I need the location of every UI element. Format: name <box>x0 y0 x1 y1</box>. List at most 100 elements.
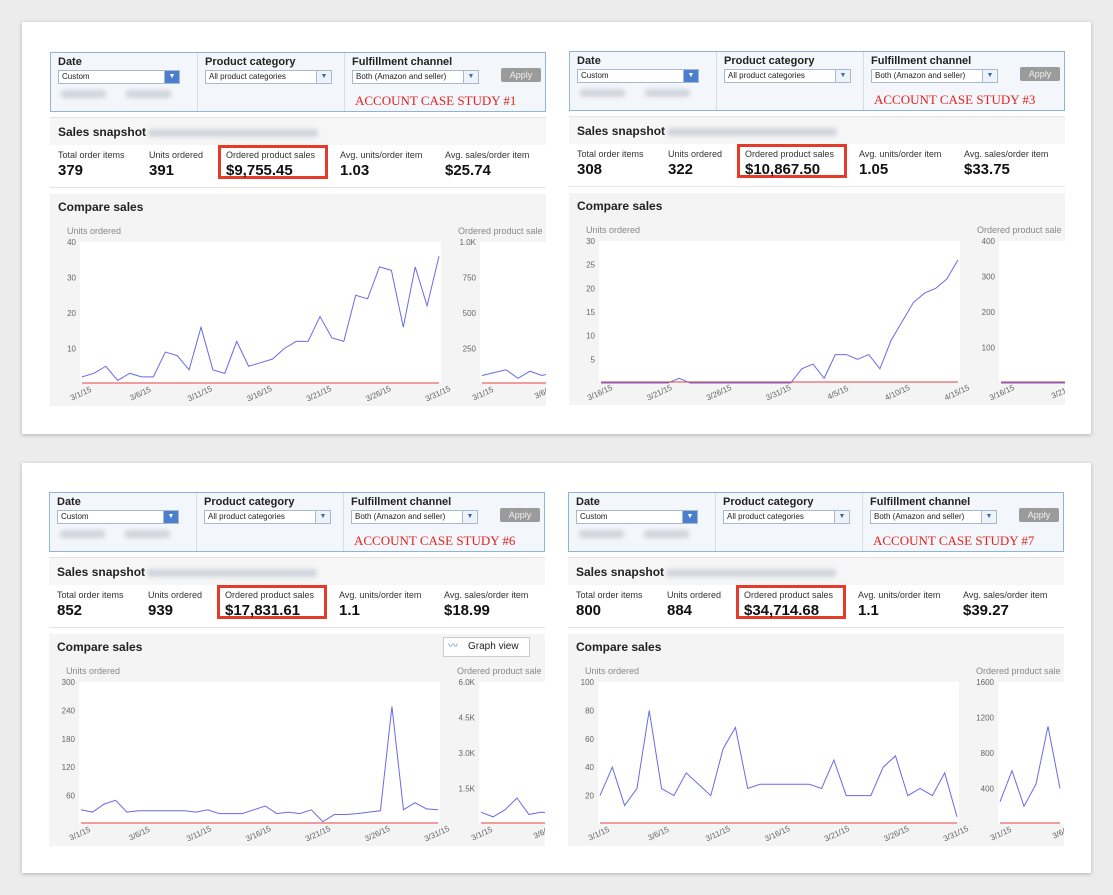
chevron-down-icon[interactable]: ▼ <box>463 71 478 83</box>
category-select[interactable]: All product categories ▼ <box>205 70 332 84</box>
metrics-row: Total order items 800 Units ordered 884 … <box>568 585 1064 628</box>
channel-select[interactable]: Both (Amazon and seller) ▼ <box>870 510 997 524</box>
x2-tick-label: 3/6/ <box>1051 827 1064 841</box>
y-axis-label: Units ordered <box>67 226 121 236</box>
channel-filter: Fulfillment channel Both (Amazon and sel… <box>344 53 546 111</box>
x-tick-label: 3/31/15 <box>942 824 970 844</box>
metrics-row: Total order items 852 Units ordered 939 … <box>49 585 545 628</box>
date-select[interactable]: Custom ▼ <box>577 69 699 83</box>
redacted-date-range <box>61 90 106 98</box>
sales-panel: Date Custom ▼ Product category All produ… <box>50 52 546 406</box>
channel-select[interactable]: Both (Amazon and seller) ▼ <box>871 69 998 83</box>
chevron-down-icon[interactable]: ▼ <box>682 511 697 523</box>
redacted-date-range <box>60 530 105 538</box>
plot-area-sales <box>998 682 1064 824</box>
graph-view-toggle[interactable]: 〰 Graph view <box>443 637 530 657</box>
chevron-down-icon[interactable]: ▼ <box>835 70 850 82</box>
channel-filter: Fulfillment channel Both (Amazon and sel… <box>343 493 545 551</box>
redacted-date-range <box>645 89 690 97</box>
channel-select-value: Both (Amazon and seller) <box>875 71 966 80</box>
compare-sales-title: Compare sales <box>576 640 662 654</box>
line-chart-icon: 〰 <box>448 641 458 652</box>
y2-axis-label: Ordered product sale <box>458 226 543 236</box>
y-tick-label: 80 <box>585 706 594 715</box>
chevron-down-icon[interactable]: ▼ <box>315 511 330 523</box>
x2-tick-label: 3/1/15 <box>989 825 1013 843</box>
series-sales-line <box>480 797 545 818</box>
x-tick-label: 3/1/15 <box>69 385 93 403</box>
chevron-down-icon[interactable]: ▼ <box>683 70 698 82</box>
y2-tick-label: 3.0K <box>459 749 476 758</box>
x-tick-label: 3/26/15 <box>364 384 392 404</box>
category-select[interactable]: All product categories ▼ <box>204 510 331 524</box>
chevron-down-icon[interactable]: ▼ <box>163 511 178 523</box>
filter-bar: Date Custom ▼ Product category All produ… <box>50 52 546 112</box>
apply-button[interactable]: Apply <box>1019 508 1059 522</box>
channel-select-value: Both (Amazon and seller) <box>356 72 447 81</box>
plot-area-sales <box>480 242 546 384</box>
metric-value: $17,831.61 <box>225 602 301 619</box>
chevron-down-icon[interactable]: ▼ <box>981 511 996 523</box>
date-label: Date <box>58 56 82 68</box>
category-label: Product category <box>205 56 296 68</box>
x-tick-label: 3/11/15 <box>185 824 213 843</box>
x-tick-label: 3/1/15 <box>68 825 92 843</box>
y-tick-label: 20 <box>67 309 76 318</box>
date-filter: Date Custom ▼ <box>569 493 715 551</box>
chevron-down-icon[interactable]: ▼ <box>982 70 997 82</box>
channel-label: Fulfillment channel <box>871 55 972 67</box>
compare-sales-section: Compare sales 〰 Units ordered102030403/1… <box>50 194 546 406</box>
y2-tick-label: 500 <box>463 309 477 318</box>
metric-label: Ordered product sales <box>744 590 834 600</box>
x-tick-label: 3/26/15 <box>363 824 391 844</box>
apply-button[interactable]: Apply <box>501 68 541 82</box>
plot-area <box>80 242 441 384</box>
metric-value: 939 <box>148 602 174 619</box>
apply-button[interactable]: Apply <box>1020 67 1060 81</box>
metric-value: $34,714.68 <box>744 602 820 619</box>
apply-button[interactable]: Apply <box>500 508 540 522</box>
y-axis-label: Units ordered <box>586 225 640 235</box>
y-tick-label: 300 <box>62 678 76 687</box>
metric-label: Units ordered <box>149 150 204 160</box>
redacted-snapshot-date <box>666 569 836 577</box>
y-tick-label: 20 <box>585 792 594 801</box>
chevron-down-icon[interactable]: ▼ <box>164 71 179 83</box>
x2-tick-label: 3/6/ <box>532 827 545 841</box>
y-tick-label: 10 <box>586 332 595 341</box>
y-tick-label: 40 <box>67 238 76 247</box>
metric-label: Avg. sales/order item <box>964 149 1049 159</box>
y-axis-label: Units ordered <box>66 666 120 676</box>
redacted-snapshot-date <box>667 128 837 136</box>
case-study-annotation: ACCOUNT CASE STUDY #1 <box>355 93 517 108</box>
date-select[interactable]: Custom ▼ <box>576 510 698 524</box>
metric-value: 1.1 <box>339 602 360 619</box>
metric-label: Ordered product sales <box>226 150 316 160</box>
metric-value: 322 <box>668 161 694 178</box>
highlight-box <box>737 144 847 178</box>
metric-label: Avg. sales/order item <box>963 590 1048 600</box>
sales-panel: Date Custom ▼ Product category All produ… <box>568 492 1064 846</box>
channel-select[interactable]: Both (Amazon and seller) ▼ <box>351 510 478 524</box>
sales-panel: Date Custom ▼ Product category All produ… <box>569 51 1065 405</box>
category-filter: Product category All product categories … <box>716 52 864 110</box>
date-select[interactable]: Custom ▼ <box>57 510 179 524</box>
category-select[interactable]: All product categories ▼ <box>723 510 850 524</box>
category-select[interactable]: All product categories ▼ <box>724 69 851 83</box>
x-tick-label: 3/26/15 <box>882 824 910 844</box>
metric-label: Avg. sales/order item <box>444 590 529 600</box>
sales-snapshot-title: Sales snapshot <box>58 125 147 139</box>
date-select[interactable]: Custom ▼ <box>58 70 180 84</box>
x-tick-label: 3/16/15 <box>244 824 272 844</box>
date-label: Date <box>576 496 600 508</box>
x2-tick-label: 3/1/15 <box>470 825 494 843</box>
chevron-down-icon[interactable]: ▼ <box>316 71 331 83</box>
chevron-down-icon[interactable]: ▼ <box>834 511 849 523</box>
channel-select[interactable]: Both (Amazon and seller) ▼ <box>352 70 479 84</box>
x2-tick-label: 3/16/15 <box>988 383 1016 403</box>
y-tick-label: 10 <box>67 345 76 354</box>
compare-sales-title: Compare sales <box>58 200 144 214</box>
chevron-down-icon[interactable]: ▼ <box>462 511 477 523</box>
date-select-value: Custom <box>580 512 608 521</box>
metric-value: 800 <box>576 602 602 619</box>
